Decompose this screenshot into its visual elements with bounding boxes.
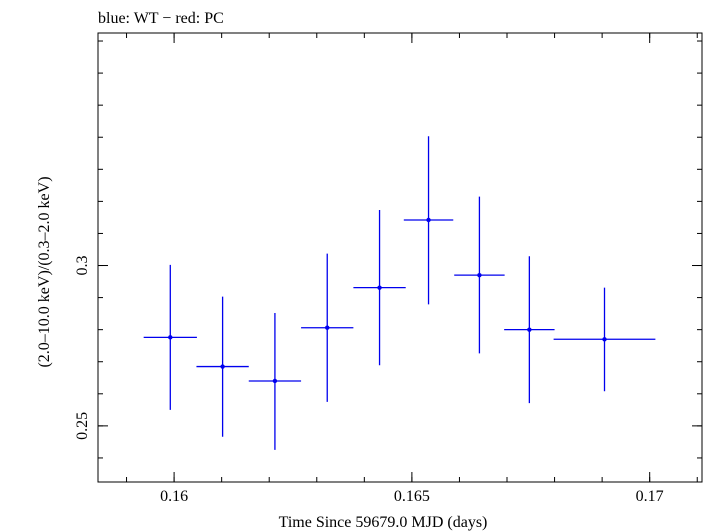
x-tick-label: 0.165 xyxy=(394,488,430,505)
data-marker xyxy=(168,335,173,340)
data-point xyxy=(143,264,197,410)
data-point xyxy=(353,210,406,366)
data-point xyxy=(553,287,656,392)
x-tick-label: 0.16 xyxy=(160,488,188,505)
y-tick-label: 0.25 xyxy=(74,412,91,440)
plot-frame xyxy=(97,32,703,483)
data-marker xyxy=(377,285,382,290)
y-tick-label: 0.3 xyxy=(74,256,91,276)
data-marker xyxy=(272,378,278,384)
data-point xyxy=(403,136,454,305)
data-marker xyxy=(325,325,330,330)
data-point xyxy=(301,253,354,402)
data-marker xyxy=(477,272,482,278)
y-axis-label: (2.0–10.0 keV)/(0.3–2.0 keV) xyxy=(36,176,53,367)
axis-ticks: 0.16 0.165 0.17 0.25 0.3 xyxy=(74,33,702,505)
data-point xyxy=(504,256,555,404)
data-series xyxy=(143,136,656,450)
data-marker xyxy=(602,337,607,342)
data-point xyxy=(454,196,505,354)
data-marker xyxy=(527,327,532,332)
data-marker xyxy=(426,217,431,223)
data-marker xyxy=(220,364,225,369)
x-axis-label: Time Since 59679.0 MJD (days) xyxy=(279,514,488,531)
data-point xyxy=(196,296,249,437)
data-point xyxy=(248,312,302,450)
chart-title: blue: WT − red: PC xyxy=(98,10,224,27)
x-tick-label: 0.17 xyxy=(636,488,664,505)
